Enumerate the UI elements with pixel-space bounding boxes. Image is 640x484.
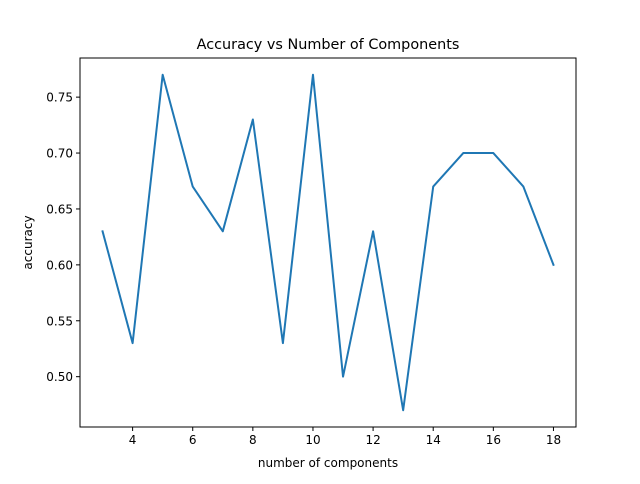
y-axis-ticks: 0.50 0.55 0.60 0.65 0.70 0.75	[46, 91, 80, 384]
chart-title: Accuracy vs Number of Components	[197, 37, 460, 53]
y-axis-label: accuracy	[21, 215, 35, 269]
x-tick-label: 18	[546, 433, 561, 447]
y-tick-label: 0.60	[46, 258, 73, 272]
x-tick-label: 6	[189, 433, 197, 447]
y-tick-label: 0.70	[46, 147, 73, 161]
x-tick-label: 8	[249, 433, 257, 447]
x-axis-ticks: 4 6 8 10 12 14 16 18	[129, 427, 561, 447]
y-tick-label: 0.65	[46, 202, 73, 216]
x-axis-label: number of components	[258, 456, 398, 470]
x-tick-label: 4	[129, 433, 137, 447]
x-tick-label: 14	[426, 433, 441, 447]
x-tick-label: 16	[486, 433, 501, 447]
x-tick-label: 10	[305, 433, 320, 447]
x-tick-label: 12	[365, 433, 380, 447]
y-tick-label: 0.50	[46, 370, 73, 384]
series-line	[101, 73, 555, 412]
y-tick-label: 0.75	[46, 91, 73, 105]
series-layer	[101, 73, 555, 412]
y-tick-label: 0.55	[46, 314, 73, 328]
plot-area: 4 6 8 10 12 14 16 18 0.50 0.55 0.60 0.65 0.70 0.75	[46, 57, 577, 447]
axes-frame	[79, 57, 577, 428]
